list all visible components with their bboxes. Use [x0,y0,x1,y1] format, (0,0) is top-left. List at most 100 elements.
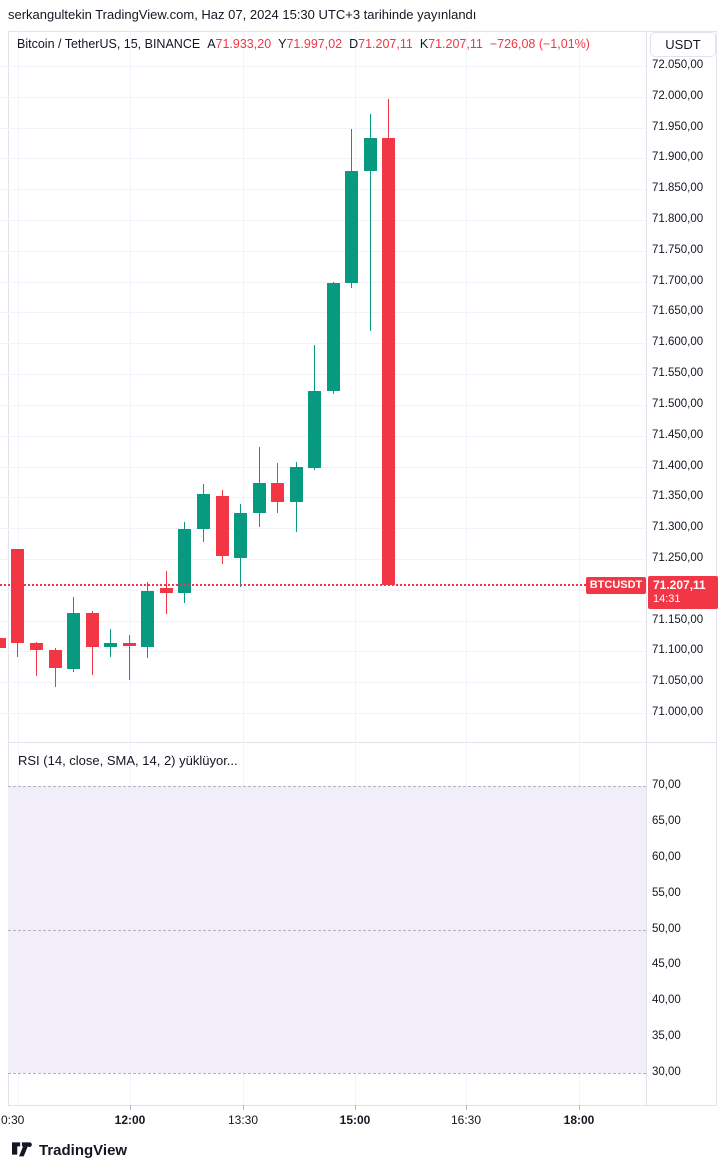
price-gridline [0,528,646,530]
price-gridline [0,404,646,406]
bar-countdown: 14:31 [653,593,681,606]
price-change: −726,08 (−1,01%) [489,37,590,51]
price-tick-label: 71.500,00 [652,397,704,410]
time-gridline [579,31,580,1105]
candle-13:30 [234,512,248,558]
rsi-status-label[interactable]: RSI (14, close, SMA, 14, 2) yüklüyor... [18,753,238,768]
time-tick-label: 18:00 [563,1113,595,1127]
time-gridline [130,31,131,1105]
price-gridline [0,589,646,591]
price-gridline [0,713,646,714]
price-tick-label: 71.400,00 [652,459,704,472]
candle-wick-15:15 [369,114,371,331]
price-axis-separator[interactable] [646,31,647,1105]
price-tick-label: 71.750,00 [652,243,704,256]
candle-13:15 [215,496,229,556]
symbol-title[interactable]: Bitcoin / TetherUS, 15, BINANCE [17,37,201,51]
rsi-tick-label: 65,00 [652,814,681,827]
price-tick-label: 71.700,00 [652,274,704,287]
chart-legend: Bitcoin / TetherUS, 15, BINANCE A 71.933,… [17,37,590,51]
candle-12:45 [178,528,192,593]
candle-12:00 [122,642,136,647]
candle-11:45 [104,643,118,648]
rsi-tick-label: 35,00 [652,1030,681,1043]
time-tick-mark [355,1105,356,1110]
ohlc-close: K 71.207,11 [419,37,483,51]
price-gridline [0,497,646,499]
price-tick-label: 71.550,00 [652,367,704,380]
candle-wick-10:45 [36,642,37,677]
price-gridline [0,651,646,653]
rsi-level-70 [8,786,646,787]
price-tick-label: 71.650,00 [652,305,704,318]
time-tick-mark [579,1105,580,1110]
candle-10:45 [30,643,43,650]
candle-14:00 [271,483,285,503]
time-axis-separator [8,1105,717,1106]
price-tick-label: 71.900,00 [652,151,704,164]
price-tick-label: 71.000,00 [652,706,704,718]
time-gridline [355,31,356,1105]
ohlc-high: Y 71.997,02 [278,37,343,51]
rsi-tick-label: 60,00 [652,850,681,863]
price-gridline [0,374,646,376]
rsi-tick-label: 40,00 [652,994,681,1007]
candle-14:30 [308,390,322,468]
price-gridline [0,189,646,191]
rsi-level-30 [8,1073,646,1074]
time-gridline [466,31,467,1105]
candle-11:15 [67,612,81,670]
ohlc-open: A 71.933,20 [207,37,272,51]
candle-13:45 [252,483,266,513]
rsi-tick-label: 50,00 [652,922,681,935]
price-tick-label: 71.450,00 [652,428,704,441]
price-tick-label: 71.150,00 [652,613,704,626]
price-tick-label: 71.350,00 [652,490,704,503]
price-tick-label: 72.050,00 [652,59,704,71]
candle-12:15 [141,591,155,648]
candle-14:45 [326,282,340,391]
price-tick-label: 71.300,00 [652,521,704,534]
price-tick-label: 71.950,00 [652,120,704,133]
frame-right [716,31,717,1105]
candle-12:30 [159,587,173,593]
rsi-tick-label: 55,00 [652,886,681,899]
time-tick-label: 12:00 [114,1113,146,1127]
price-tick-label: 71.250,00 [652,551,704,564]
candle-wick-11:45 [110,629,112,657]
price-gridline [0,466,646,468]
candle-11:00 [48,649,62,669]
price-tick-label: 71.100,00 [652,644,704,657]
price-tick-label: 71.850,00 [652,182,704,195]
price-tick-label: 71.600,00 [652,336,704,349]
tradingview-logo-text: TradingView [39,1142,128,1159]
time-tick-label: 0:30 [1,1113,25,1127]
price-gridline [0,281,646,283]
candle-10:15 [0,637,6,649]
rsi-panel-separator[interactable] [8,742,717,743]
price-gridline [0,558,646,560]
candle-14:15 [289,467,303,503]
time-tick-mark [466,1105,467,1110]
last-price-axis-label: 71.207,11 14:31 [648,576,718,610]
candle-13:00 [196,494,210,529]
price-gridline [0,158,646,160]
tradingview-logo[interactable]: TradingView [12,1142,127,1159]
price-tick-label: 71.050,00 [652,675,704,688]
price-tick-label: 72.000,00 [652,89,704,102]
tradingview-logo-icon [12,1142,32,1157]
price-gridline [0,682,646,684]
time-tick-mark [243,1105,244,1110]
candle-10:30 [11,549,25,644]
candle-11:30 [85,613,99,648]
currency-button[interactable]: USDT [650,32,716,57]
symbol-price-flag: BTCUSDT [586,576,646,594]
price-gridline [0,620,646,622]
rsi-tick-label: 45,00 [652,958,681,971]
time-tick-label: 16:30 [450,1113,482,1127]
